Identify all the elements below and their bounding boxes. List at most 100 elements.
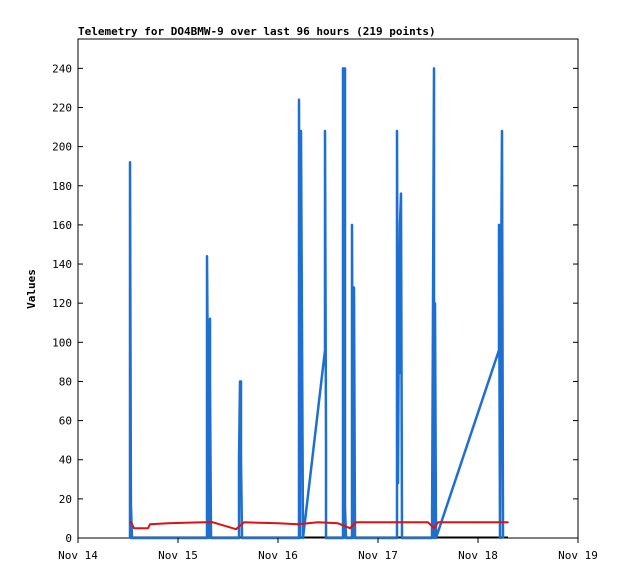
data-point xyxy=(277,522,279,525)
y-tick-label: 240 xyxy=(52,62,72,75)
data-point xyxy=(344,67,346,70)
data-point xyxy=(354,537,356,539)
data-point xyxy=(433,537,435,539)
data-point xyxy=(297,523,299,526)
series-0 xyxy=(128,67,505,540)
plot-frame xyxy=(77,38,579,539)
series-1 xyxy=(129,521,509,531)
x-tick-label: Nov 17 xyxy=(358,549,398,562)
data-point xyxy=(300,130,302,132)
data-point xyxy=(325,537,327,539)
y-axis-label: Values xyxy=(25,269,38,309)
data-point xyxy=(212,521,214,524)
data-point xyxy=(337,522,339,525)
y-tick-label: 180 xyxy=(52,180,72,193)
data-point xyxy=(352,537,354,539)
y-tick-label: 220 xyxy=(52,101,72,114)
y-tick-label: 80 xyxy=(59,375,72,388)
data-point xyxy=(344,505,346,508)
data-point xyxy=(434,302,436,305)
y-tick-label: 60 xyxy=(59,415,72,428)
y-tick-label: 20 xyxy=(59,493,72,506)
data-point xyxy=(129,161,131,164)
data-point xyxy=(397,521,399,524)
data-point xyxy=(206,255,208,257)
data-point xyxy=(343,537,345,539)
data-point xyxy=(298,98,300,101)
data-point xyxy=(133,527,135,529)
data-point xyxy=(433,527,435,529)
data-point xyxy=(500,286,502,289)
data-point xyxy=(210,537,212,539)
y-tick-label: 40 xyxy=(59,454,72,467)
data-point xyxy=(427,521,429,524)
data-point xyxy=(345,537,347,539)
x-tick-label: Nov 16 xyxy=(258,549,298,562)
data-point xyxy=(498,224,500,226)
data-point xyxy=(243,521,245,524)
data-point xyxy=(240,380,242,383)
data-point xyxy=(353,286,355,289)
data-point xyxy=(437,521,439,524)
y-axis: 0 20 40 60 80 100 120 140 160 180 200 220 240 xyxy=(52,62,578,545)
data-point xyxy=(149,523,151,526)
series-layer xyxy=(128,67,509,540)
data-point xyxy=(397,482,399,485)
data-point xyxy=(399,224,401,226)
data-point xyxy=(147,527,149,529)
data-point xyxy=(317,521,319,524)
data-point xyxy=(342,67,344,70)
data-point xyxy=(208,537,210,539)
data-point xyxy=(302,537,304,539)
x-tick-label: Nov 14 xyxy=(58,549,98,562)
data-point xyxy=(240,458,242,461)
data-point xyxy=(241,537,243,539)
data-point xyxy=(398,372,400,375)
y-tick-label: 100 xyxy=(52,336,72,349)
data-point xyxy=(238,458,240,461)
data-point xyxy=(209,318,211,320)
data-point xyxy=(396,537,398,539)
data-point xyxy=(498,349,500,351)
x-axis: Nov 14 Nov 15 Nov 16 Nov 17 Nov 18 Nov 19 xyxy=(58,538,598,562)
data-point xyxy=(400,192,402,195)
chart-title: Telemetry for DO4BMW-9 over last 96 hour… xyxy=(78,25,436,38)
data-point xyxy=(398,286,400,289)
data-point xyxy=(432,302,434,305)
data-point xyxy=(431,537,433,539)
y-tick-label: 120 xyxy=(52,297,72,310)
data-point xyxy=(477,521,479,524)
data-point xyxy=(355,521,357,524)
data-point xyxy=(502,537,504,539)
data-point xyxy=(349,527,351,529)
y-tick-label: 0 xyxy=(65,532,72,545)
data-point xyxy=(209,380,211,383)
data-point xyxy=(207,396,209,398)
data-point xyxy=(130,521,132,524)
data-point xyxy=(301,333,303,336)
data-point xyxy=(131,537,133,539)
data-point xyxy=(206,537,208,539)
data-point xyxy=(396,130,398,132)
data-point xyxy=(351,224,353,226)
data-point xyxy=(507,521,509,524)
data-point xyxy=(435,537,437,539)
data-point xyxy=(325,443,327,445)
data-point xyxy=(501,130,503,132)
data-point xyxy=(401,537,403,539)
y-tick-label: 200 xyxy=(52,141,72,154)
x-tick-label: Nov 15 xyxy=(158,549,198,562)
data-point xyxy=(324,130,326,132)
x-tick-label: Nov 19 xyxy=(558,549,598,562)
data-point xyxy=(499,537,501,539)
series-line-1 xyxy=(130,521,508,531)
x-tick-label: Nov 18 xyxy=(458,549,498,562)
data-point xyxy=(299,537,301,539)
data-point xyxy=(235,528,237,530)
data-point xyxy=(324,349,326,351)
data-point xyxy=(238,537,240,539)
data-point xyxy=(130,505,132,508)
y-tick-label: 140 xyxy=(52,258,72,271)
data-point xyxy=(202,521,204,524)
